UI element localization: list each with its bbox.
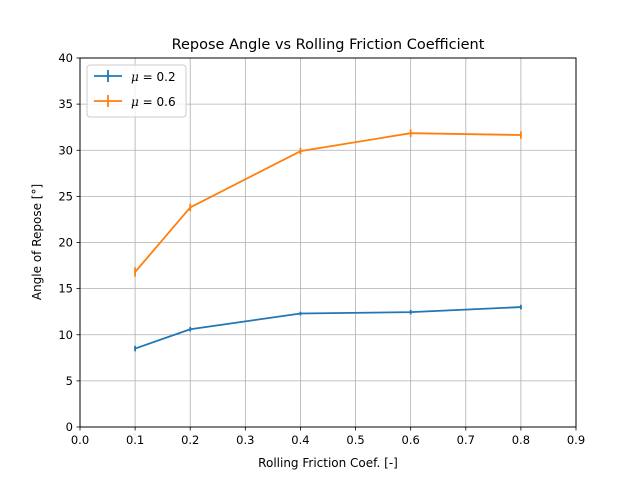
data-point: [519, 134, 522, 136]
y-axis-label: Angle of Repose [°]: [30, 184, 44, 300]
y-tick-label: 35: [58, 97, 73, 111]
data-point: [299, 150, 302, 153]
series-layer: [134, 129, 522, 352]
y-tick-label: 0: [66, 420, 73, 434]
x-tick-label: 0.5: [346, 433, 364, 447]
x-tick-label: 0.4: [291, 433, 309, 447]
x-tick-label: 0.0: [71, 433, 89, 447]
legend-label-series-1: μ = 0.2: [131, 70, 176, 84]
x-tick-label: 0.3: [236, 433, 254, 447]
data-point: [189, 328, 192, 331]
legend: μ = 0.2 μ = 0.6: [86, 64, 187, 118]
y-tick-label: 40: [58, 51, 73, 65]
legend-symbol-series-1: μ: [131, 70, 139, 84]
data-point: [409, 311, 412, 314]
y-tick-label: 10: [58, 328, 73, 342]
y-tick-label: 25: [58, 189, 73, 203]
series-2: [134, 129, 522, 277]
y-tick-label: 15: [58, 282, 73, 296]
legend-label-series-2: μ = 0.6: [131, 95, 176, 109]
y-tick-label: 5: [66, 374, 73, 388]
x-tick-label: 0.8: [512, 433, 530, 447]
y-tick-label: 20: [58, 236, 73, 250]
data-point: [134, 347, 137, 350]
data-point: [409, 132, 412, 135]
x-axis-label: Rolling Friction Coef. [-]: [258, 456, 398, 470]
x-tick-label: 0.9: [567, 433, 585, 447]
data-point: [134, 271, 137, 273]
x-tick-label: 0.1: [126, 433, 144, 447]
y-tick-label: 30: [58, 143, 73, 157]
data-point: [189, 206, 192, 209]
legend-value-series-1: = 0.2: [139, 70, 176, 84]
data-point: [519, 306, 522, 308]
legend-value-series-2: = 0.6: [139, 95, 176, 109]
ticks: 0.0 0.1 0.2 0.3 0.4 0.5 0.6 0.7 0.8 0.9 0 5 10 15 20 25…: [58, 51, 585, 447]
x-tick-label: 0.2: [181, 433, 199, 447]
x-tick-label: 0.6: [402, 433, 420, 447]
legend-symbol-series-2: μ: [131, 95, 139, 109]
data-point: [299, 312, 302, 315]
legend-frame: [86, 64, 187, 118]
x-tick-label: 0.7: [457, 433, 475, 447]
chart-title: Repose Angle vs Rolling Friction Coeffic…: [172, 37, 485, 53]
series-1: [134, 304, 522, 352]
